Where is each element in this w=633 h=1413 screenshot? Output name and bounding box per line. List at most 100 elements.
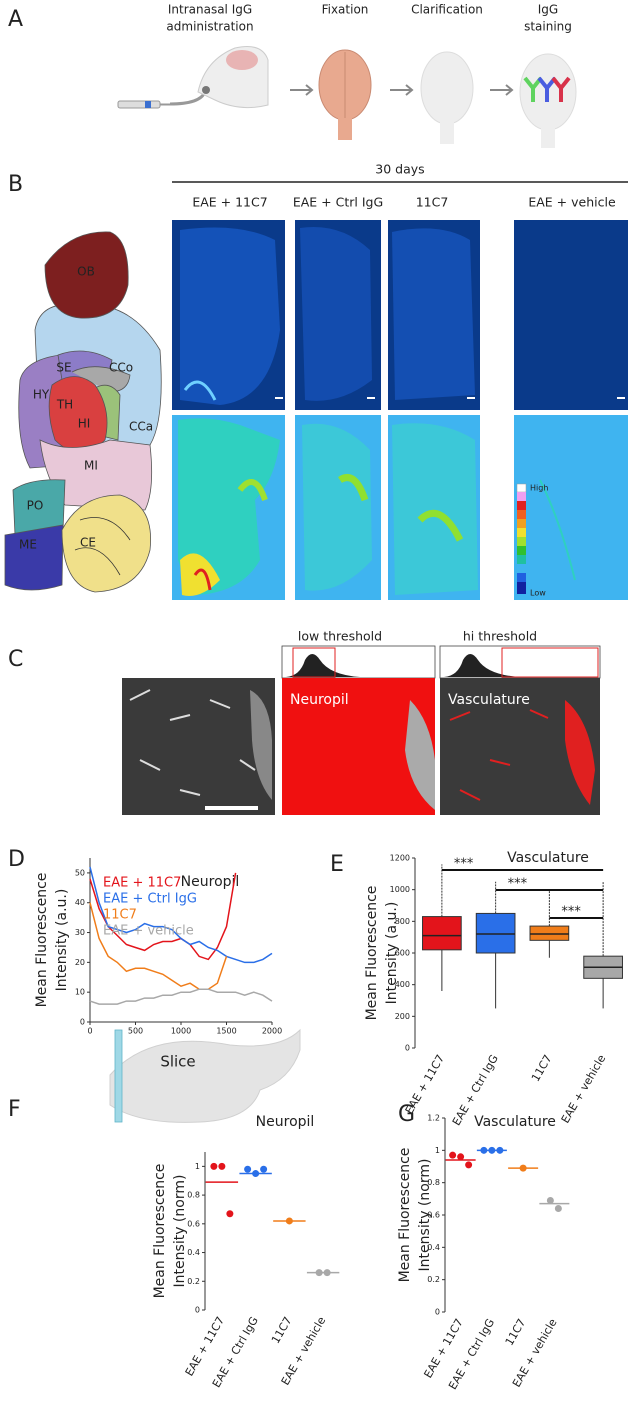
significance-label: ***: [508, 877, 528, 892]
column-label: 11C7: [416, 195, 449, 210]
y-tick-label: 0.4: [187, 1248, 200, 1257]
data-point: [218, 1162, 226, 1170]
data-point: [546, 1196, 554, 1204]
x-axis-label: Slice: [160, 1053, 195, 1071]
legend-label: EAE + Ctrl IgG: [103, 892, 197, 907]
y-axis-label: Intensity (norm): [172, 1175, 188, 1288]
y-tick-label: 200: [395, 1012, 410, 1021]
region-label: CCa: [129, 420, 153, 434]
data-point: [496, 1146, 504, 1154]
y-tick-label: 10: [75, 988, 85, 997]
box: [529, 925, 570, 941]
y-axis-label: Intensity (norm): [417, 1159, 433, 1272]
step-label: Fixation: [322, 3, 369, 17]
chart-title: Vasculature: [474, 1114, 556, 1130]
data-point: [210, 1162, 218, 1170]
region-label: HI: [78, 417, 91, 431]
data-line: [89, 872, 237, 961]
significance-label: ***: [561, 905, 581, 920]
x-tick-label: 1500: [216, 1027, 236, 1036]
y-tick-label: 1: [195, 1162, 200, 1171]
data-point: [323, 1269, 331, 1277]
scale-label: Low: [530, 589, 546, 598]
y-tick-label: 0.2: [427, 1275, 440, 1284]
data-point: [488, 1146, 496, 1154]
panel-letter: A: [8, 7, 23, 32]
data-line: [89, 866, 273, 964]
box: [475, 912, 516, 954]
step-label: staining: [524, 20, 572, 34]
region-label: CCo: [109, 361, 133, 375]
overlay-label: Neuropil: [290, 692, 349, 708]
chart-title: Neuropil: [256, 1114, 315, 1130]
panel-letter: G: [398, 1102, 415, 1127]
threshold-images: [122, 645, 601, 815]
y-tick-label: 0.6: [427, 1211, 440, 1220]
legend-label: 11C7: [103, 908, 137, 923]
data-point: [554, 1205, 562, 1213]
x-tick-label: 11C7: [269, 1315, 295, 1346]
step-label: administration: [166, 20, 253, 34]
data-point: [226, 1210, 234, 1218]
x-tick-label: 11C7: [503, 1317, 529, 1348]
threshold-label: hi threshold: [463, 629, 537, 644]
chart-title: Neuropil: [181, 874, 240, 890]
data-point: [285, 1217, 293, 1225]
y-tick-label: 0: [195, 1306, 200, 1315]
region-label: PO: [27, 499, 44, 513]
region-label: HY: [33, 388, 50, 402]
panel-letter: B: [8, 172, 23, 197]
y-tick-label: 0: [435, 1308, 440, 1317]
panel-letter: F: [8, 1097, 21, 1122]
y-axis-label: Mean Fluorescence: [364, 886, 380, 1021]
y-tick-label: 1: [435, 1146, 440, 1155]
panel-letter: D: [8, 847, 25, 872]
chart-title: Vasculature: [507, 850, 589, 866]
panel-letter: C: [8, 647, 23, 672]
color-scale: [516, 483, 527, 594]
column-label: EAE + Ctrl IgG: [293, 195, 383, 210]
data-point: [480, 1146, 488, 1154]
y-tick-label: 800: [395, 917, 410, 926]
legend-label: EAE + 11C7: [103, 876, 181, 891]
y-tick-label: 20: [75, 958, 85, 967]
x-tick-label: 11C7: [529, 1053, 555, 1084]
legend-label: EAE + vehicle: [103, 924, 194, 939]
data-point: [252, 1170, 260, 1178]
data-line: [89, 988, 273, 1005]
data-point: [449, 1151, 457, 1159]
data-point: [260, 1165, 268, 1173]
y-axis-label: Mean Fluorescence: [152, 1164, 168, 1299]
y-tick-label: 1.2: [427, 1114, 440, 1123]
scale-label: High: [530, 484, 548, 493]
y-tick-label: 1200: [390, 854, 410, 863]
y-tick-label: 600: [395, 949, 410, 958]
y-axis-label: Intensity (a.u.): [54, 889, 70, 992]
x-tick-label: 0: [87, 1027, 92, 1036]
y-tick-label: 0.4: [427, 1243, 440, 1252]
illustration-a: [117, 46, 577, 148]
data-point: [457, 1153, 465, 1161]
significance-label: ***: [454, 857, 474, 872]
data-point: [244, 1165, 252, 1173]
y-axis-label: Mean Fluorescence: [397, 1148, 413, 1283]
slice-illustration: [109, 1028, 301, 1123]
x-tick-label: 500: [128, 1027, 143, 1036]
y-tick-label: 0.6: [187, 1219, 200, 1228]
x-tick-label: 1000: [171, 1027, 191, 1036]
step-label: Intranasal IgG: [168, 3, 252, 17]
y-tick-label: 50: [75, 868, 85, 877]
data-point: [465, 1161, 473, 1169]
y-tick-label: 0: [405, 1044, 410, 1053]
y-tick-label: 400: [395, 980, 410, 989]
y-tick-label: 0.8: [427, 1178, 440, 1187]
y-tick-label: 30: [75, 928, 85, 937]
step-label: Clarification: [411, 3, 483, 17]
period-label: 30 days: [375, 162, 424, 177]
x-tick-label: 2000: [262, 1027, 282, 1036]
region-label: SE: [56, 361, 71, 375]
y-tick-label: 1000: [390, 885, 410, 894]
brain-atlas: [4, 231, 162, 593]
region-label: CE: [80, 536, 96, 550]
